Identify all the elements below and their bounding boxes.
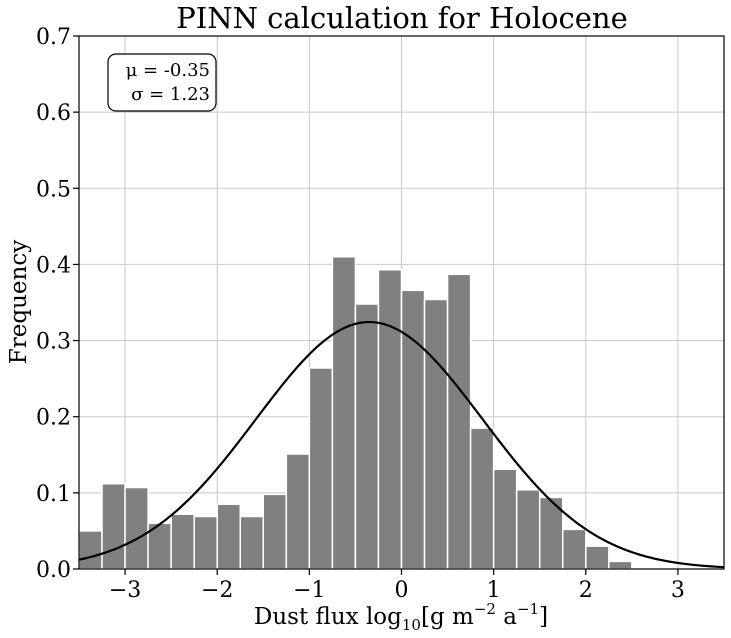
y-tick-label: 0.4 <box>36 253 71 278</box>
histogram-bar <box>400 289 426 570</box>
histogram-bar <box>562 528 587 570</box>
y-tick-label: 0.0 <box>36 558 71 583</box>
histogram-bar <box>308 367 334 570</box>
histogram-bar <box>377 269 403 570</box>
histogram-bar <box>170 513 195 570</box>
x-tick-label: 1 <box>487 578 501 603</box>
histogram-bar <box>469 427 495 570</box>
y-tick-label: 0.6 <box>36 101 71 126</box>
y-axis-label: Frequency <box>6 240 32 364</box>
x-axis-label: Dust flux log10[g m−2 a−1] <box>254 600 548 634</box>
y-tick-label: 0.7 <box>36 25 71 50</box>
histogram-bar <box>354 303 380 570</box>
histogram-bar <box>78 530 103 570</box>
histogram-bar <box>492 468 518 570</box>
histogram-bars <box>78 256 633 570</box>
histogram-bar <box>285 453 311 570</box>
histogram-bar <box>262 493 288 570</box>
y-tick-label: 0.5 <box>36 177 71 202</box>
histogram-bar <box>124 486 149 570</box>
mu-label: μ = -0.35 <box>126 60 210 81</box>
histogram-bar <box>515 489 541 570</box>
histogram-bar <box>216 503 241 570</box>
x-tick-label: 3 <box>671 578 685 603</box>
axis-ticks: −3 −2 −1 0 1 2 3 0.0 0.1 0.2 0.3 0.4 0.5 0.6 0.7 <box>36 25 685 603</box>
x-tick-label: 2 <box>579 578 593 603</box>
histogram-bar <box>585 545 610 570</box>
x-tick-label: −1 <box>293 578 325 603</box>
histogram-bar <box>101 482 126 570</box>
y-tick-label: 0.3 <box>36 330 71 355</box>
x-tick-label: 0 <box>395 578 409 603</box>
chart-title: PINN calculation for Holocene <box>176 1 628 35</box>
histogram-bar <box>193 515 218 570</box>
histogram-bar <box>239 515 265 570</box>
y-tick-label: 0.2 <box>36 406 71 431</box>
histogram-bar <box>446 273 472 570</box>
grid <box>79 35 724 570</box>
y-tick-label: 0.1 <box>36 482 71 507</box>
histogram-bar <box>423 298 449 570</box>
sigma-label: σ = 1.23 <box>131 84 210 105</box>
histogram-bar <box>608 560 633 570</box>
x-tick-label: −3 <box>109 578 141 603</box>
normal-fit-curve <box>78 320 725 569</box>
x-tick-label: −2 <box>201 578 233 603</box>
histogram-bar <box>331 256 357 570</box>
stats-box: μ = -0.35 σ = 1.23 <box>107 53 217 112</box>
